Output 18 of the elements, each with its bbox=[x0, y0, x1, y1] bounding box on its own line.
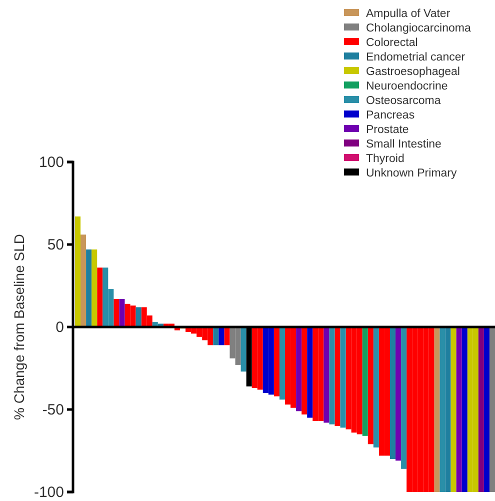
y-tick-label: -100 bbox=[34, 484, 64, 501]
legend-label: Unknown Primary bbox=[366, 168, 457, 180]
legend-label: Pancreas bbox=[366, 110, 415, 122]
y-tick-label: -50 bbox=[42, 401, 64, 418]
legend-label: Ampulla of Vater bbox=[366, 8, 450, 20]
legend-label: Colorectal bbox=[366, 37, 418, 49]
legend-label: Endometrial cancer bbox=[366, 52, 466, 64]
y-axis-title: % Change from Baseline SLD bbox=[11, 234, 27, 420]
y-tick-label: 50 bbox=[47, 236, 64, 254]
legend-label: Thyroid bbox=[366, 153, 404, 165]
legend-label: Prostate bbox=[366, 124, 409, 136]
legend-label: Gastroesophageal bbox=[366, 66, 460, 78]
legend-label: Osteosarcoma bbox=[366, 95, 442, 107]
y-tick-label: 0 bbox=[56, 318, 64, 336]
y-tick-label: 100 bbox=[38, 154, 64, 171]
legend-label: Small Intestine bbox=[366, 138, 442, 150]
legend-label: Cholangiocarcinoma bbox=[366, 22, 472, 34]
legend-label: Neuroendocrine bbox=[366, 80, 448, 92]
